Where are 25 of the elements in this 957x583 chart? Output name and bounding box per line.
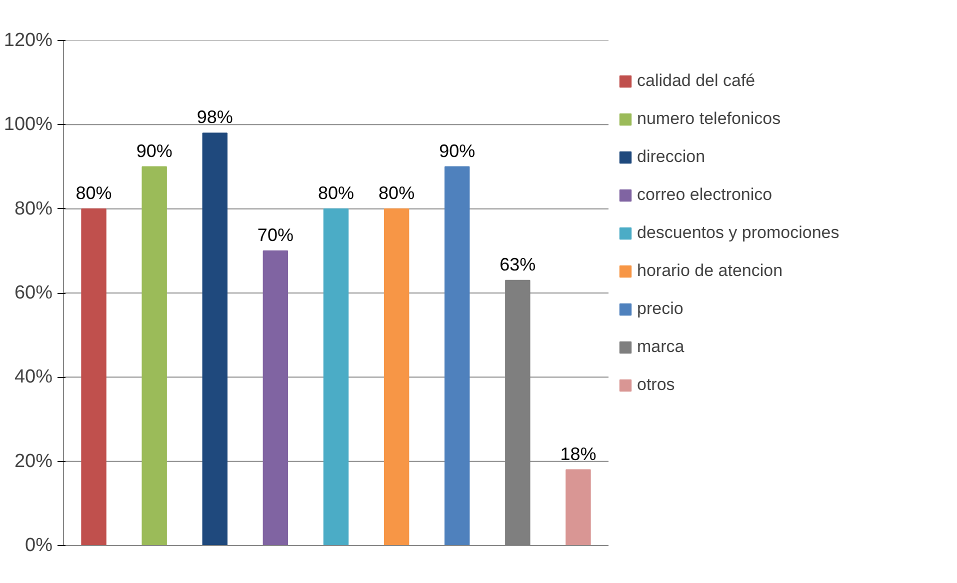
y-tick-label: 80% (14, 198, 53, 220)
data-label: 80% (76, 182, 112, 203)
data-label: 63% (500, 254, 536, 274)
y-tick-label: 60% (14, 282, 53, 304)
data-label: 90% (136, 140, 172, 161)
legend-label: calidad del café (637, 71, 756, 91)
legend-label: otros (637, 375, 675, 395)
legend-label: numero telefonicos (637, 109, 781, 129)
y-tick-label: 0% (25, 535, 53, 556)
y-tick-label: 100% (4, 114, 53, 136)
y-tick-label: 20% (14, 450, 53, 472)
data-label: 90% (439, 140, 476, 161)
legend-label: correo electronico (637, 185, 772, 205)
y-tick-label: 40% (14, 366, 53, 388)
y-tick-label: 120% (4, 30, 53, 51)
data-label: 70% (257, 224, 294, 245)
legend-label: descuentos y promociones (637, 223, 840, 243)
legend-label: direccion (637, 147, 706, 167)
data-label: 18% (560, 444, 596, 464)
legend-label: marca (637, 337, 684, 357)
data-label: 80% (378, 182, 415, 203)
data-label: 98% (196, 107, 233, 128)
legend-label: horario de atencion (637, 261, 783, 281)
data-label: 80% (318, 182, 354, 203)
legend-label: precio (637, 299, 684, 319)
